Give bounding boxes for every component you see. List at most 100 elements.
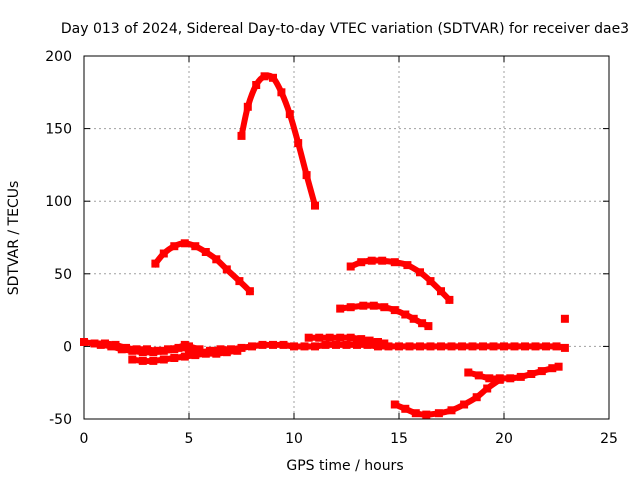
- data-point: [485, 374, 494, 383]
- data-point: [180, 352, 189, 361]
- data-point: [170, 345, 179, 354]
- data-point: [474, 371, 483, 380]
- data-point: [363, 340, 372, 349]
- data-point: [472, 393, 481, 402]
- data-point: [170, 354, 179, 362]
- data-point: [542, 342, 550, 351]
- data-point: [311, 342, 319, 351]
- data-point: [401, 310, 410, 319]
- data-point: [367, 256, 376, 265]
- data-point: [403, 261, 412, 270]
- data-point: [159, 346, 168, 355]
- data-point: [304, 333, 313, 342]
- data-point: [437, 342, 445, 351]
- data-point: [483, 384, 492, 393]
- data-point: [390, 258, 399, 267]
- data-point: [80, 338, 88, 346]
- data-point: [201, 349, 210, 358]
- data-point: [159, 355, 168, 364]
- data-point: [445, 295, 454, 304]
- x-tick-label: 25: [600, 431, 618, 447]
- series-line: [464, 363, 563, 382]
- data-point: [447, 342, 456, 351]
- data-point: [321, 340, 330, 349]
- data-point: [277, 88, 286, 97]
- plot-area: [83, 55, 610, 420]
- series-isolated-point: [560, 314, 569, 323]
- data-point: [422, 410, 431, 419]
- data-point: [346, 262, 355, 271]
- data-point: [311, 201, 319, 210]
- data-point: [201, 248, 210, 256]
- data-point: [149, 356, 158, 365]
- data-point: [401, 404, 410, 413]
- data-point: [378, 256, 387, 265]
- series-arc-peak-59: [346, 256, 454, 305]
- data-point: [237, 131, 246, 140]
- data-point: [191, 242, 200, 251]
- data-point: [285, 110, 294, 119]
- data-point: [409, 314, 418, 323]
- x-tick-label: 10: [285, 431, 303, 447]
- data-point: [191, 351, 200, 360]
- data-point: [117, 345, 126, 354]
- data-point: [245, 287, 254, 296]
- data-point: [416, 342, 424, 351]
- series-line: [390, 375, 504, 418]
- data-point: [353, 340, 361, 349]
- data-point: [216, 345, 225, 354]
- data-point: [369, 301, 378, 310]
- data-point: [510, 342, 519, 351]
- data-point: [332, 340, 340, 349]
- x-axis-label: GPS time / hours: [286, 458, 403, 474]
- data-point: [269, 73, 277, 82]
- data-point: [336, 333, 345, 342]
- data-point: [531, 342, 540, 351]
- y-tick-label: -50: [49, 412, 72, 428]
- series-line: [346, 257, 454, 305]
- data-point: [426, 342, 435, 351]
- data-point: [426, 277, 435, 286]
- y-tick-label: 150: [45, 122, 72, 138]
- data-point: [90, 339, 99, 348]
- data-point: [107, 342, 116, 351]
- y-axis-label: SDTVAR / TECUs: [6, 181, 22, 296]
- data-point: [151, 259, 160, 268]
- series-line: [336, 302, 433, 331]
- data-point: [346, 303, 355, 312]
- data-point: [222, 348, 231, 357]
- x-tick-labels: 0 5 10 15 20 25: [80, 431, 618, 447]
- data-point: [357, 258, 366, 267]
- data-point: [500, 342, 508, 351]
- data-point: [128, 355, 137, 364]
- data-point: [552, 342, 561, 351]
- tick-marks: [83, 55, 610, 420]
- data-point: [447, 406, 456, 415]
- data-point: [537, 367, 546, 376]
- data-point: [260, 72, 269, 81]
- grid: [84, 56, 609, 419]
- series-arc-peak-185: [237, 72, 319, 210]
- y-tick-labels: -50 0 50 100 150 200: [45, 49, 72, 428]
- data-point: [294, 139, 303, 148]
- y-tick-label: 200: [45, 49, 72, 65]
- x-tick-label: 5: [185, 431, 194, 447]
- series-arc-peak-70: [151, 239, 255, 296]
- data-point: [346, 333, 355, 342]
- data-point: [405, 342, 414, 351]
- data-point: [128, 346, 137, 355]
- data-point: [384, 342, 393, 351]
- data-point: [424, 322, 433, 331]
- data-point: [235, 277, 244, 286]
- x-tick-label: 0: [80, 431, 89, 447]
- data-point: [149, 348, 158, 357]
- series-baseline-lower: [128, 346, 242, 365]
- y-tick-label: 100: [45, 194, 72, 210]
- data-point: [170, 242, 179, 251]
- data-point: [395, 342, 403, 351]
- data-point: [548, 364, 557, 373]
- data-point: [365, 336, 374, 345]
- data-point: [159, 249, 168, 258]
- data-layer: [80, 72, 569, 419]
- data-point: [479, 342, 487, 351]
